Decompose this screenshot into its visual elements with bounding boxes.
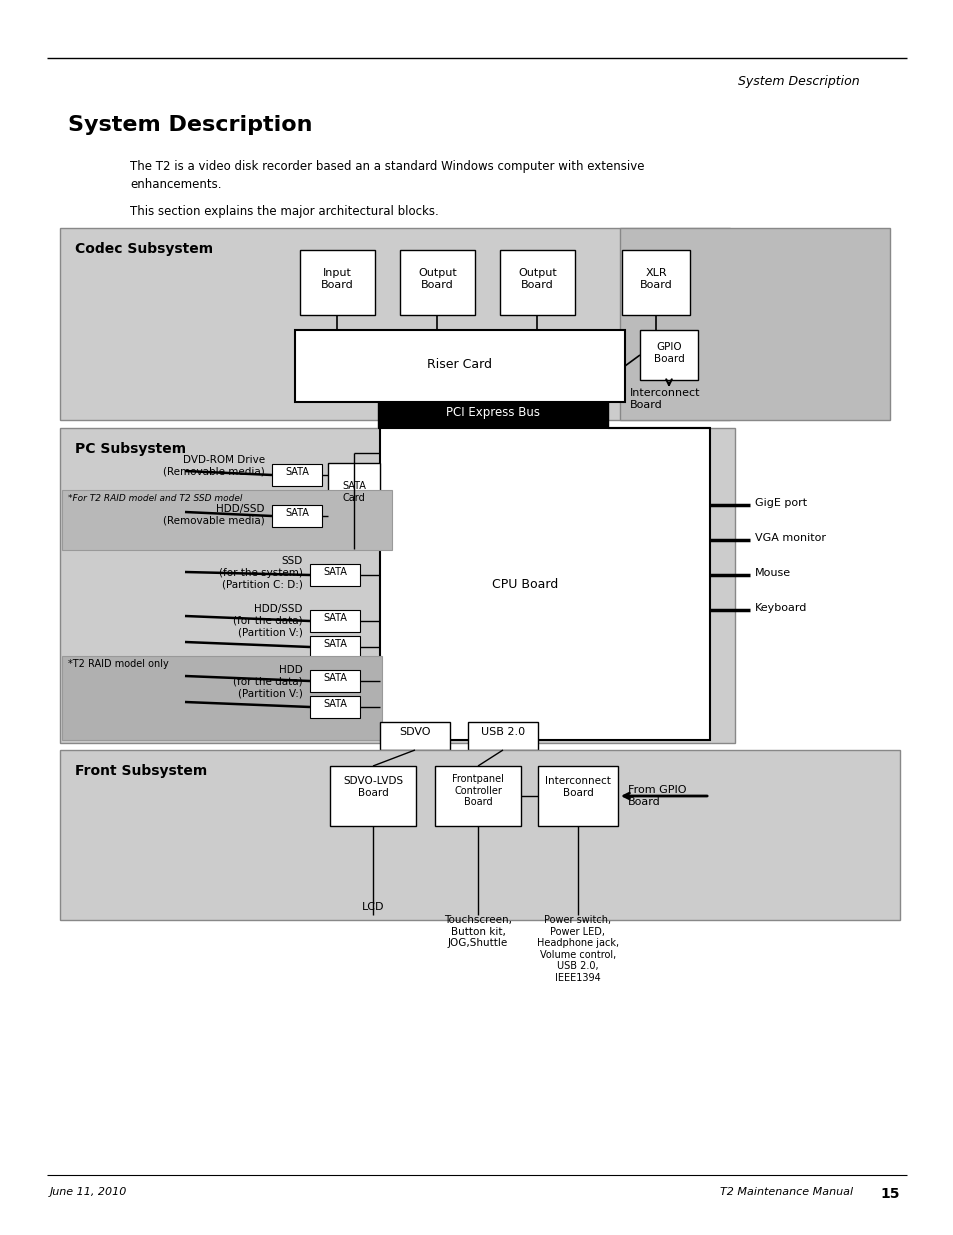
Text: Interconnect
Board: Interconnect Board xyxy=(629,388,700,410)
Text: USB 2.0: USB 2.0 xyxy=(480,727,524,737)
Bar xyxy=(272,464,322,487)
Text: HDD
(for the data)
(Partition V:): HDD (for the data) (Partition V:) xyxy=(233,664,303,698)
Bar xyxy=(60,750,899,920)
Text: Front Subsystem: Front Subsystem xyxy=(75,764,207,778)
Bar xyxy=(60,228,729,420)
Text: SATA: SATA xyxy=(323,673,347,683)
Bar xyxy=(399,249,475,315)
Text: SATA: SATA xyxy=(323,567,347,577)
Text: Mouse: Mouse xyxy=(754,568,790,578)
Text: 15: 15 xyxy=(880,1187,899,1200)
Text: PCI Express Bus: PCI Express Bus xyxy=(446,406,539,419)
Bar xyxy=(379,429,709,740)
Text: System Description: System Description xyxy=(68,115,313,135)
Bar xyxy=(621,249,689,315)
Bar xyxy=(310,636,359,658)
Text: *For T2 RAID model and T2 SSD model: *For T2 RAID model and T2 SSD model xyxy=(68,494,242,503)
Bar xyxy=(639,330,698,380)
Text: *T2 RAID model only: *T2 RAID model only xyxy=(68,659,169,669)
Text: Riser Card: Riser Card xyxy=(427,358,492,370)
Bar xyxy=(537,766,618,826)
Bar xyxy=(310,610,359,632)
Bar xyxy=(310,697,359,718)
Text: Power switch,
Power LED,
Headphone jack,
Volume control,
USB 2.0,
IEEE1394: Power switch, Power LED, Headphone jack,… xyxy=(537,915,618,983)
Text: SATA: SATA xyxy=(285,467,309,477)
Bar xyxy=(60,429,734,743)
Text: Output
Board: Output Board xyxy=(417,268,456,289)
Text: System Description: System Description xyxy=(738,75,859,88)
Bar xyxy=(62,656,381,740)
Text: Touchscreen,
Button kit,
JOG,Shuttle: Touchscreen, Button kit, JOG,Shuttle xyxy=(443,915,512,948)
Text: From GPIO
Board: From GPIO Board xyxy=(627,785,686,806)
Text: June 11, 2010: June 11, 2010 xyxy=(50,1187,128,1197)
Bar xyxy=(294,330,624,403)
Text: T2 Maintenance Manual: T2 Maintenance Manual xyxy=(720,1187,852,1197)
Bar xyxy=(62,490,392,550)
Bar xyxy=(310,671,359,692)
Text: SDVO-LVDS
Board: SDVO-LVDS Board xyxy=(342,776,402,798)
Text: XLR
Board: XLR Board xyxy=(639,268,672,289)
Text: SDVO: SDVO xyxy=(399,727,431,737)
Text: DVD-ROM Drive
(Removable media): DVD-ROM Drive (Removable media) xyxy=(163,454,265,477)
Bar xyxy=(377,403,607,429)
Text: PC Subsystem: PC Subsystem xyxy=(75,442,186,456)
Text: HDD/SSD
(for the data)
(Partition V:): HDD/SSD (for the data) (Partition V:) xyxy=(233,604,303,637)
Text: Interconnect
Board: Interconnect Board xyxy=(544,776,610,798)
Text: Codec Subsystem: Codec Subsystem xyxy=(75,242,213,256)
Text: enhancements.: enhancements. xyxy=(130,178,221,191)
Text: VGA monitor: VGA monitor xyxy=(754,534,825,543)
Text: SATA: SATA xyxy=(285,508,309,517)
Text: Output
Board: Output Board xyxy=(517,268,557,289)
Text: Keyboard: Keyboard xyxy=(754,603,806,613)
Text: SSD
(for the system)
(Partition C: D:): SSD (for the system) (Partition C: D:) xyxy=(219,556,303,589)
Text: Frontpanel
Controller
Board: Frontpanel Controller Board xyxy=(452,774,503,808)
Text: LCD: LCD xyxy=(361,902,384,911)
Text: Input
Board: Input Board xyxy=(321,268,354,289)
Text: GPIO
Board: GPIO Board xyxy=(653,342,683,363)
Bar xyxy=(619,228,889,420)
Text: SATA
Card: SATA Card xyxy=(342,480,366,503)
Bar xyxy=(468,722,537,750)
Bar xyxy=(272,505,322,527)
Text: SATA: SATA xyxy=(323,613,347,622)
Text: GigE port: GigE port xyxy=(754,498,806,508)
Bar xyxy=(379,722,450,750)
Text: HDD/SSD
(Removable media): HDD/SSD (Removable media) xyxy=(163,504,265,526)
Text: CPU Board: CPU Board xyxy=(492,578,558,592)
Bar xyxy=(299,249,375,315)
Bar xyxy=(435,766,520,826)
Bar xyxy=(499,249,575,315)
Text: SATA: SATA xyxy=(323,638,347,650)
Bar xyxy=(328,463,379,550)
Text: The T2 is a video disk recorder based an a standard Windows computer with extens: The T2 is a video disk recorder based an… xyxy=(130,161,644,173)
Bar xyxy=(310,564,359,585)
Bar xyxy=(330,766,416,826)
Text: SATA: SATA xyxy=(323,699,347,709)
Text: This section explains the major architectural blocks.: This section explains the major architec… xyxy=(130,205,438,219)
